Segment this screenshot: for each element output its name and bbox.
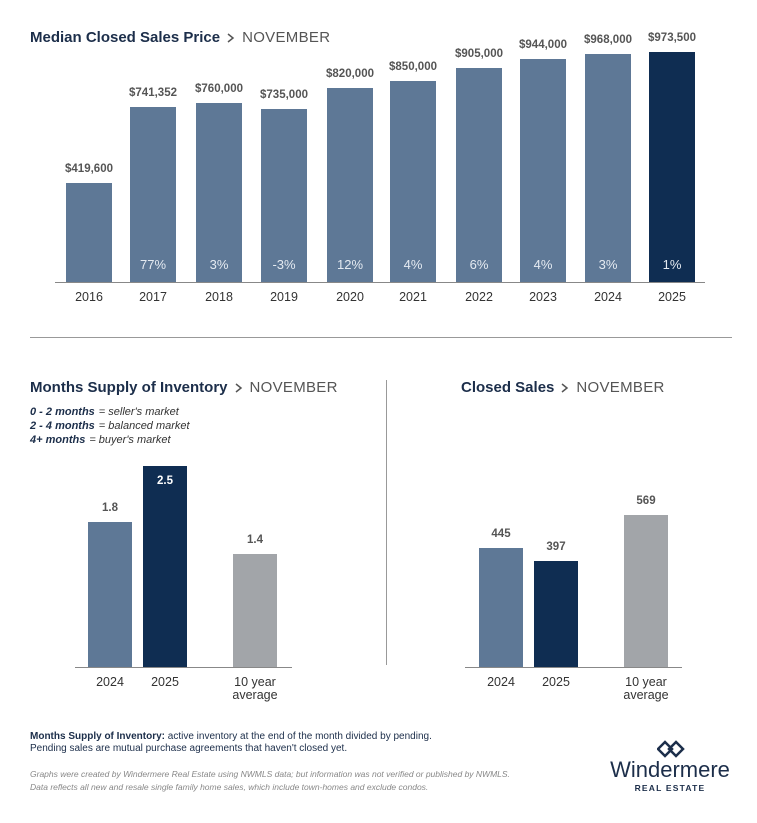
x-tick-label: 2017 xyxy=(139,290,167,304)
note-text: = balanced market xyxy=(98,420,190,432)
chart-title: Median Closed Sales Price xyxy=(30,29,221,46)
x-tick-label: 2020 xyxy=(336,290,364,304)
disclaimer: Graphs were created by Windermere Real E… xyxy=(30,769,510,779)
definition-term: Months Supply of Inventory: xyxy=(30,731,165,742)
x-tick-label: 2024 xyxy=(96,675,124,689)
x-tick-label: 10 year average xyxy=(623,675,669,702)
bar xyxy=(261,108,307,282)
x-tick-label: 2018 xyxy=(205,290,233,304)
separator xyxy=(235,382,242,393)
note-range: 2 - 4 months xyxy=(30,420,95,432)
note-text: = buyer's market xyxy=(89,434,171,446)
x-axis xyxy=(465,667,682,668)
chart-title-row: Months Supply of Inventory NOVEMBER xyxy=(30,379,338,396)
change-label: 77% xyxy=(139,257,167,272)
bar xyxy=(130,107,176,282)
disclaimer: Data reflects all new and resale single … xyxy=(30,782,429,792)
data-label: $741,352 xyxy=(129,87,177,100)
bar xyxy=(143,466,187,667)
bar xyxy=(479,548,523,667)
x-tick-label: 2024 xyxy=(594,290,622,304)
data-label: 397 xyxy=(546,541,566,554)
data-label: $905,000 xyxy=(455,48,503,61)
chart-title-row: Closed Sales NOVEMBER xyxy=(461,379,665,396)
note: 2 - 4 months = balanced market xyxy=(30,420,190,432)
change-label: -3% xyxy=(272,257,296,272)
x-tick-label: 2016 xyxy=(75,290,103,304)
bar xyxy=(327,88,373,282)
chart-title: Months Supply of Inventory xyxy=(30,379,228,396)
data-label: $419,600 xyxy=(65,162,113,175)
data-label: $850,000 xyxy=(389,61,437,74)
bar xyxy=(390,81,436,282)
data-label: $944,000 xyxy=(519,39,567,52)
x-tick-label: 2019 xyxy=(270,290,298,304)
data-label: 1.8 xyxy=(102,502,118,515)
bar xyxy=(66,182,112,282)
change-label: 3% xyxy=(209,257,229,272)
logo-name: Windermere xyxy=(610,757,730,782)
data-label: 1.4 xyxy=(247,534,263,547)
change-label: 3% xyxy=(598,257,618,272)
data-label: $735,000 xyxy=(260,88,308,101)
x-tick-label: 10 year average xyxy=(232,675,278,702)
x-tick-label: 2022 xyxy=(465,290,493,304)
divider xyxy=(386,380,387,665)
data-label: 445 xyxy=(491,528,511,541)
change-label: 6% xyxy=(469,257,489,272)
data-label: 569 xyxy=(636,495,656,508)
chart-title: Closed Sales xyxy=(461,379,555,396)
chart-subtitle: NOVEMBER xyxy=(576,379,665,396)
bar xyxy=(649,52,695,282)
x-axis xyxy=(55,282,705,283)
change-label: 4% xyxy=(403,257,423,272)
bar xyxy=(534,561,578,667)
bar xyxy=(196,102,242,282)
note-range: 4+ months xyxy=(30,434,86,446)
logo-tagline: REAL ESTATE xyxy=(634,783,706,793)
chart-title-row: Median Closed Sales Price NOVEMBER xyxy=(30,29,330,46)
divider xyxy=(30,337,732,338)
bar xyxy=(456,68,502,282)
note: 4+ months = buyer's market xyxy=(30,434,171,446)
data-label: $820,000 xyxy=(326,68,374,81)
logo-icon xyxy=(657,740,685,758)
data-label: $760,000 xyxy=(195,82,243,95)
data-label: 2.5 xyxy=(157,475,173,487)
bar xyxy=(624,515,668,667)
note: 0 - 2 months = seller's market xyxy=(30,406,179,418)
x-tick-label: 2025 xyxy=(658,290,686,304)
chart-subtitle: NOVEMBER xyxy=(242,29,331,46)
note-range: 0 - 2 months xyxy=(30,406,95,418)
bar xyxy=(585,53,631,282)
note-text: = seller's market xyxy=(98,406,179,418)
change-label: 4% xyxy=(533,257,553,272)
x-tick-label: 2025 xyxy=(151,675,179,689)
data-label: $968,000 xyxy=(584,33,632,46)
x-axis xyxy=(75,667,292,668)
bar xyxy=(233,554,277,667)
change-label: 12% xyxy=(336,257,364,272)
bar xyxy=(520,59,566,282)
separator xyxy=(561,382,569,393)
definition-text: active inventory at the end of the month… xyxy=(167,731,432,742)
bar xyxy=(88,522,132,667)
chart-subtitle: NOVEMBER xyxy=(249,379,338,396)
x-tick-label: 2025 xyxy=(542,675,570,689)
change-label: 1% xyxy=(662,257,682,272)
x-tick-label: 2023 xyxy=(529,290,557,304)
x-tick-label: 2024 xyxy=(487,675,515,689)
definition: Months Supply of Inventory: active inven… xyxy=(30,731,432,742)
separator xyxy=(227,32,235,43)
definition-line: Pending sales are mutual purchase agreem… xyxy=(30,743,348,754)
data-label: $973,500 xyxy=(648,32,696,45)
x-tick-label: 2021 xyxy=(399,290,427,304)
